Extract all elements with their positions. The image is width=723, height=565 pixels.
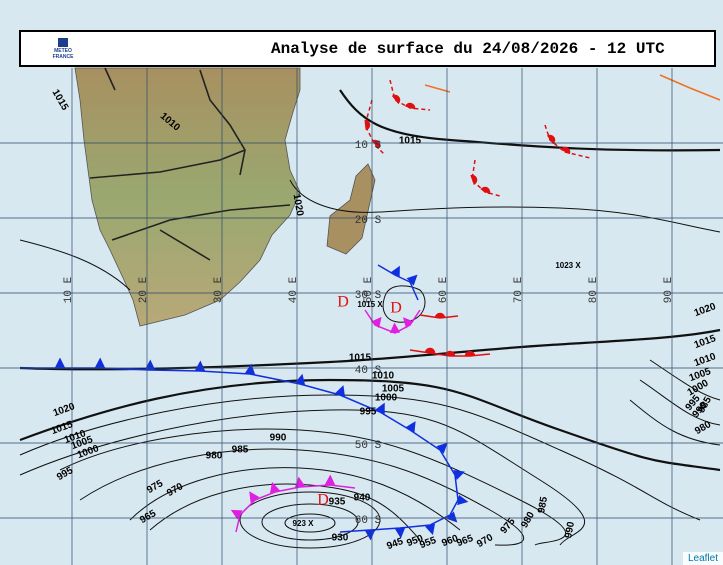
logo-text: FRANCE xyxy=(52,54,74,60)
latitude-label: 10 S xyxy=(355,140,382,152)
longitude-label: 90 E xyxy=(663,276,675,303)
longitude-label: 70 E xyxy=(513,276,525,303)
isobar-label: 1023 X xyxy=(555,261,581,270)
isobar-label: 1015 X xyxy=(357,300,383,309)
africa xyxy=(74,67,301,327)
isobar-label: 935 xyxy=(329,497,346,508)
isobar-label: 945 xyxy=(385,536,405,552)
logo: METEO FRANCE xyxy=(51,38,75,60)
latitude-label: 50 S xyxy=(355,440,382,452)
isobar-label: 1015 xyxy=(693,333,718,351)
isobar-label: 1015 xyxy=(399,136,422,147)
isobar-label: 1015 xyxy=(349,353,372,364)
madagascar xyxy=(326,163,376,255)
graticule xyxy=(0,68,723,565)
isobar-label: 1020 xyxy=(693,301,718,319)
longitude-label: 60 E xyxy=(438,276,450,303)
isobar-label: 1020 xyxy=(52,401,77,419)
title-box: METEO FRANCE Analyse de surface du 24/08/… xyxy=(19,30,716,67)
isobar-label: 995 xyxy=(55,465,75,483)
fronts xyxy=(20,74,721,541)
isobar-label: 990 xyxy=(563,520,577,539)
latitude-label: 20 S xyxy=(355,215,382,227)
longitude-label: 80 E xyxy=(588,276,600,303)
longitude-label: 50 E xyxy=(363,276,375,303)
isobar-label: 1000 xyxy=(375,393,398,404)
title: Analyse de surface du 24/08/2026 - 12 UT… xyxy=(271,40,665,58)
isobar-label: 990 xyxy=(270,433,287,444)
isobar-label: 1015 xyxy=(50,88,71,113)
low-marker: D xyxy=(337,294,349,311)
longitude-label: 20 E xyxy=(138,276,150,303)
isobar-label: 1005 xyxy=(382,384,405,395)
attribution[interactable]: Leaflet xyxy=(682,552,723,565)
isobar-label: 970 xyxy=(165,481,185,499)
longitude-label: 40 E xyxy=(288,276,300,303)
latitude-label: 60 S xyxy=(355,515,382,527)
isobar-label: 940 xyxy=(354,493,371,504)
isobar-label: 965 xyxy=(455,533,475,549)
isobar-label: 975 xyxy=(145,478,165,496)
isobar-label: 1020 xyxy=(291,193,306,217)
low-marker: D xyxy=(317,492,329,509)
isobar-label: 970 xyxy=(475,532,495,550)
isobar-label: 1010 xyxy=(372,371,395,382)
logo-text: METEO xyxy=(54,48,72,54)
latitude-label: 40 S xyxy=(355,365,382,377)
isobar-label: 980 xyxy=(206,451,223,462)
isobar-label: 975 xyxy=(499,516,518,536)
longitude-label: 10 E xyxy=(63,276,75,303)
latitude-label: 30 S xyxy=(355,290,382,302)
low-marker: D xyxy=(390,300,402,317)
isobar-label: 980 xyxy=(693,419,713,437)
borders xyxy=(89,67,291,261)
isobar-label: 985 xyxy=(232,445,249,456)
isobar-label: 985 xyxy=(536,495,550,514)
isobar-label: 995 xyxy=(360,407,377,418)
isobar-label: 930 xyxy=(332,533,349,544)
longitude-label: 30 E xyxy=(213,276,225,303)
isobar-label: 923 X xyxy=(293,519,315,528)
